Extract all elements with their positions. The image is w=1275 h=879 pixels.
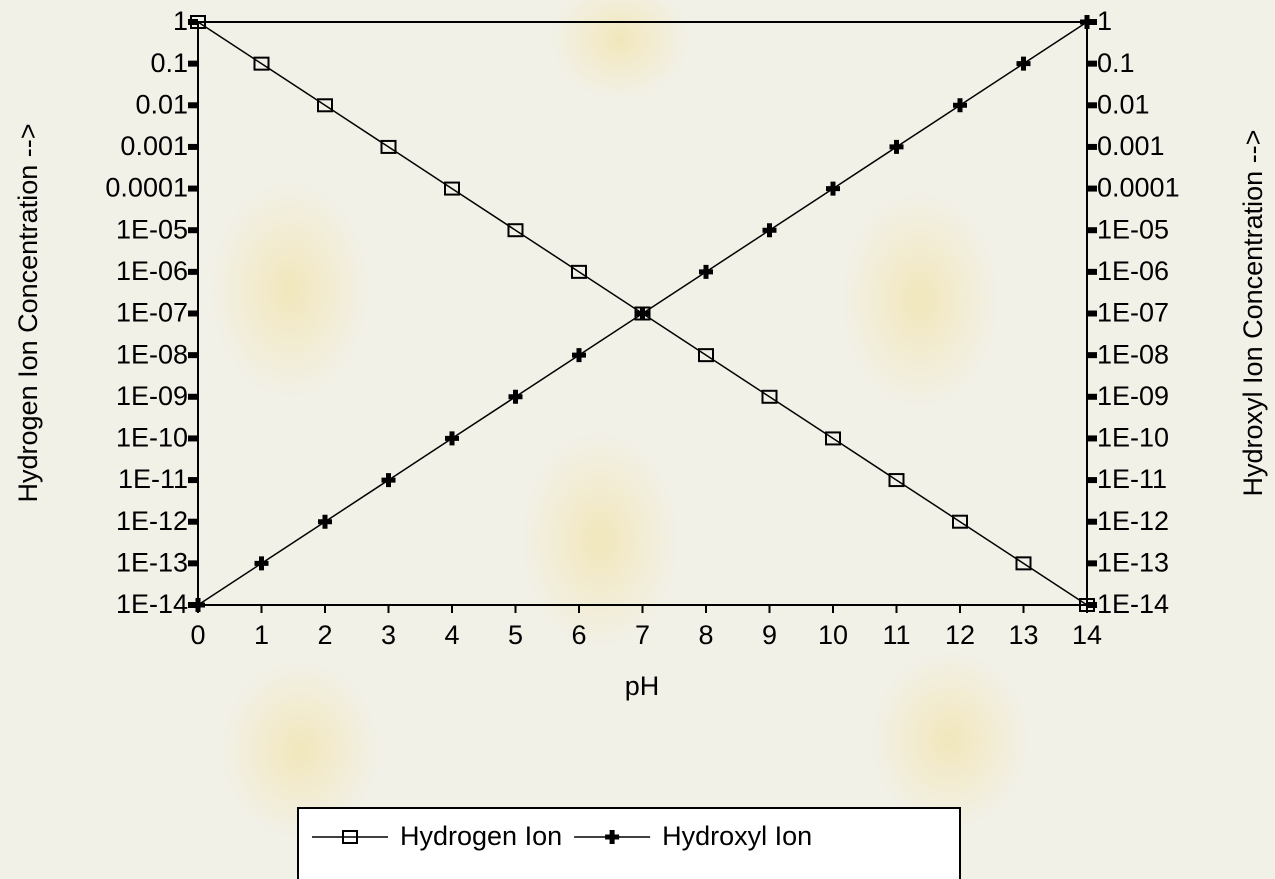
y2-tick-label: 1E-12 xyxy=(1097,506,1169,536)
marker-plus xyxy=(572,348,586,362)
marker-plus xyxy=(890,140,904,154)
x-tick-label: 6 xyxy=(571,620,586,650)
background xyxy=(210,0,1030,840)
x-tick-label: 10 xyxy=(818,620,848,650)
marker-plus xyxy=(1080,15,1094,29)
y2-axis-label: Hydroxyl Ion Concentration --> xyxy=(1238,130,1268,497)
legend-label: Hydrogen Ion xyxy=(400,821,562,851)
y2-tick-label: 1E-05 xyxy=(1097,214,1169,244)
y-tick-label: 0.001 xyxy=(120,131,188,161)
y2-tick-label: 1E-06 xyxy=(1097,256,1169,286)
legend-label: Hydroxyl Ion xyxy=(662,821,812,851)
x-tick-label: 0 xyxy=(190,620,205,650)
y2-tick-label: 1 xyxy=(1097,6,1112,36)
marker-plus xyxy=(826,182,840,196)
x-tick-label: 1 xyxy=(254,620,269,650)
x-tick-label: 9 xyxy=(762,620,777,650)
marker-plus xyxy=(953,98,967,112)
marker-plus xyxy=(1017,57,1031,71)
y-tick-label: 1E-05 xyxy=(116,214,188,244)
y-tick-label: 1E-12 xyxy=(116,506,188,536)
y-tick-label: 1E-14 xyxy=(116,589,188,619)
chart: pH Hydrogen Ion Concentration --> Hydrox… xyxy=(0,0,1275,879)
y2-tick-label: 0.1 xyxy=(1097,48,1135,78)
marker-plus xyxy=(191,598,205,612)
marker-plus xyxy=(445,431,459,445)
x-tick-label: 7 xyxy=(635,620,650,650)
y2-tick-label: 1E-08 xyxy=(1097,339,1169,369)
y-tick-label: 1 xyxy=(173,6,188,36)
x-tick-label: 11 xyxy=(882,620,910,650)
page: pH Hydrogen Ion Concentration --> Hydrox… xyxy=(0,0,1275,879)
marker-plus xyxy=(509,390,523,404)
y-tick-label: 1E-11 xyxy=(118,464,188,494)
legend-box xyxy=(298,808,960,879)
marker-plus xyxy=(255,556,269,570)
marker-plus xyxy=(699,265,713,279)
y-tick-label: 0.01 xyxy=(135,89,188,119)
x-tick-label: 13 xyxy=(1008,620,1038,650)
x-tick-label: 4 xyxy=(444,620,459,650)
y2-tick-label: 1E-14 xyxy=(1097,589,1169,619)
y-tick-label: 1E-06 xyxy=(116,256,188,286)
x-tick-label: 12 xyxy=(945,620,975,650)
y-axis-label: Hydrogen Ion Concentration --> xyxy=(13,124,43,503)
x-tick-label: 3 xyxy=(381,620,396,650)
y-tick-label: 0.0001 xyxy=(105,173,188,203)
x-axis-label: pH xyxy=(625,671,660,701)
y-tick-label: 1E-09 xyxy=(116,381,188,411)
y2-tick-label: 0.001 xyxy=(1097,131,1165,161)
marker-plus xyxy=(318,515,332,529)
x-tick-label: 8 xyxy=(698,620,713,650)
y-tick-label: 1E-13 xyxy=(116,547,188,577)
x-tick-label: 2 xyxy=(317,620,332,650)
y-tick-label: 0.1 xyxy=(150,48,188,78)
y2-tick-label: 1E-13 xyxy=(1097,547,1169,577)
y2-tick-label: 1E-07 xyxy=(1097,298,1169,328)
y2-tick-label: 0.0001 xyxy=(1097,173,1180,203)
y2-tick-label: 1E-09 xyxy=(1097,381,1169,411)
y-tick-label: 1E-07 xyxy=(116,298,188,328)
y-tick-label: 1E-10 xyxy=(116,423,188,453)
marker-plus xyxy=(763,223,777,237)
y-tick-label: 1E-08 xyxy=(116,339,188,369)
x-tick-label: 14 xyxy=(1072,620,1102,650)
marker-plus xyxy=(382,473,396,487)
x-tick-label: 5 xyxy=(508,620,523,650)
marker-plus xyxy=(636,307,650,321)
y2-tick-label: 1E-11 xyxy=(1097,464,1167,494)
y2-tick-label: 0.01 xyxy=(1097,89,1150,119)
y2-tick-label: 1E-10 xyxy=(1097,423,1169,453)
